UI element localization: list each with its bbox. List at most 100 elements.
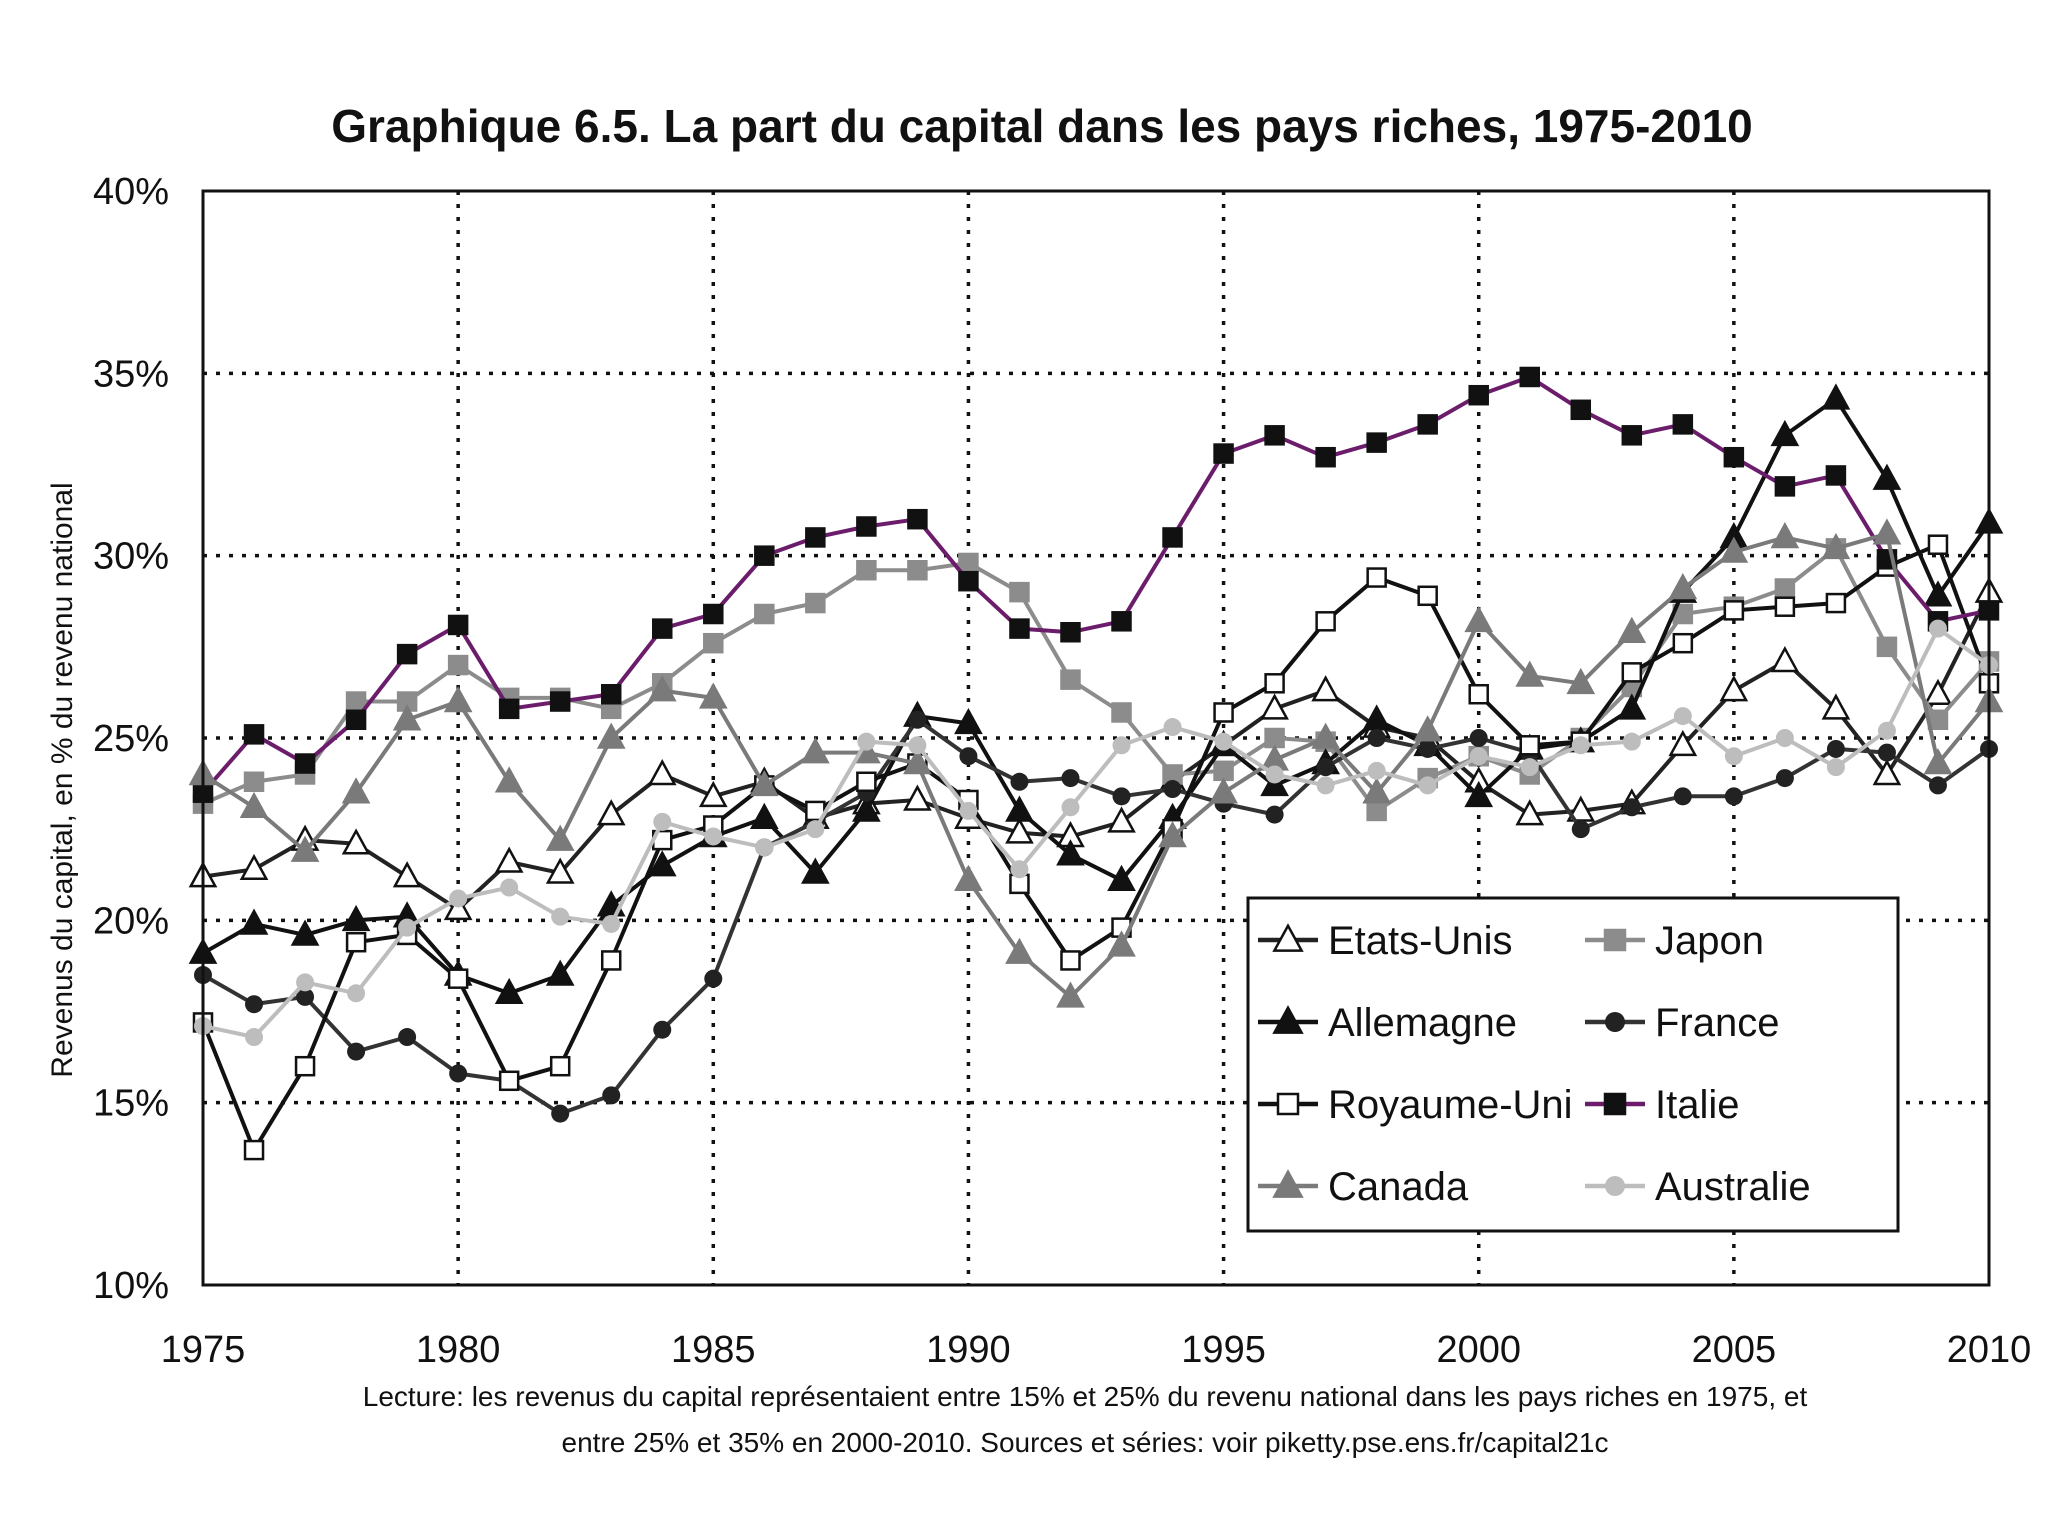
- data-point-canada: [392, 704, 422, 731]
- data-point-japon: [703, 632, 724, 654]
- data-point-royaume-uni: [1366, 567, 1387, 588]
- y-tick-label: 20%: [93, 900, 169, 942]
- data-point-allemagne: [1923, 580, 1953, 607]
- data-point-royaume-uni: [1417, 585, 1438, 607]
- data-point-australie: [245, 1028, 264, 1047]
- data-point-france: [908, 710, 927, 729]
- data-point-australie: [1826, 758, 1845, 777]
- data-point-canada: [1311, 722, 1340, 749]
- data-point-etats-unis: [596, 799, 626, 826]
- data-point-australie: [347, 984, 366, 1003]
- data-point-australie: [1418, 776, 1437, 795]
- data-point-allemagne: [954, 707, 983, 735]
- data-point-italie: [1621, 425, 1643, 446]
- data-point-france: [1673, 787, 1692, 806]
- data-point-royaume-uni: [1264, 673, 1285, 694]
- legend-swatch-marker: [1272, 1005, 1304, 1034]
- series-layer: [188, 366, 2004, 1161]
- x-tick-label: 1995: [1181, 1329, 1266, 1371]
- data-point-canada: [1566, 667, 1596, 695]
- data-point-france: [959, 747, 978, 766]
- data-point-etats-unis: [239, 853, 269, 881]
- data-point-etats-unis: [1719, 675, 1749, 702]
- data-point-allemagne: [647, 850, 677, 877]
- data-point-france: [449, 1064, 468, 1083]
- data-point-france: [551, 1104, 570, 1123]
- data-point-australie: [1724, 747, 1743, 766]
- legend-label: Italie: [1655, 1083, 1740, 1127]
- caption-line-1: Lecture: les revenus du capital représen…: [363, 1381, 1808, 1412]
- data-point-royaume-uni: [243, 1139, 265, 1161]
- data-point-france: [1928, 776, 1947, 795]
- data-point-australie: [1571, 736, 1590, 755]
- data-point-france: [1622, 798, 1641, 817]
- legend-item-italie: Italie: [1585, 1083, 1740, 1127]
- data-point-japon: [805, 592, 826, 614]
- data-point-allemagne: [1464, 780, 1494, 808]
- data-point-italie: [447, 614, 469, 636]
- data-point-japon: [907, 560, 928, 581]
- data-point-australie: [1265, 765, 1284, 784]
- data-point-italie: [1672, 414, 1694, 435]
- legend-label: Japon: [1655, 919, 1764, 963]
- data-point-france: [1775, 769, 1794, 788]
- data-point-etats-unis: [1005, 817, 1034, 844]
- data-point-australie: [1316, 776, 1335, 795]
- data-point-italie: [1060, 621, 1081, 643]
- data-point-italie: [754, 545, 775, 566]
- data-point-italie: [1213, 443, 1234, 464]
- x-tick-label: 1975: [161, 1329, 246, 1371]
- data-point-france: [1571, 820, 1590, 839]
- data-point-japon: [345, 691, 367, 712]
- data-point-canada: [647, 675, 677, 702]
- data-point-etats-unis: [1311, 675, 1340, 702]
- legend-item-royaume-uni: Royaume-Uni: [1258, 1083, 1573, 1127]
- data-point-allemagne: [290, 919, 320, 946]
- data-point-allemagne: [1770, 419, 1800, 447]
- data-point-allemagne: [1056, 839, 1085, 866]
- y-tick-label: 25%: [93, 718, 169, 760]
- data-point-etats-unis: [341, 828, 371, 855]
- data-point-france: [653, 1020, 672, 1039]
- data-point-italie: [1162, 527, 1183, 548]
- data-point-canada: [1719, 536, 1749, 563]
- data-point-royaume-uni: [1315, 611, 1336, 632]
- data-point-italie: [805, 527, 826, 548]
- data-point-italie: [1774, 476, 1796, 497]
- data-point-italie: [856, 516, 877, 537]
- data-point-canada: [1362, 777, 1392, 804]
- legend-item-france: France: [1585, 1001, 1780, 1045]
- data-point-japon: [1111, 702, 1132, 723]
- data-point-canada: [1923, 748, 1953, 775]
- data-point-australie: [1928, 619, 1947, 638]
- data-point-canada: [1209, 777, 1238, 804]
- x-tick-label: 1990: [926, 1329, 1011, 1371]
- data-point-france: [1418, 739, 1437, 758]
- data-point-france: [1112, 787, 1131, 806]
- data-point-allemagne: [545, 959, 575, 986]
- data-point-canada: [1413, 715, 1443, 742]
- data-point-etats-unis: [1260, 693, 1289, 720]
- y-axis-ticks: 10% 15% 20% 25% 30% 35% 40%: [93, 171, 169, 1307]
- data-point-canada: [341, 777, 371, 804]
- legend-swatch-marker: [1605, 1012, 1625, 1032]
- data-point-canada: [545, 824, 575, 851]
- legend-label: Etats-Unis: [1328, 919, 1513, 963]
- legend-item-etats-unis: Etats-Unis: [1258, 919, 1513, 963]
- data-point-royaume-uni: [1621, 662, 1643, 683]
- data-point-france: [1469, 729, 1488, 747]
- data-point-royaume-uni: [1774, 596, 1796, 617]
- legend-swatch-marker: [1272, 1169, 1304, 1198]
- data-point-etats-unis: [698, 780, 728, 808]
- data-point-etats-unis: [392, 861, 422, 888]
- caption-line-2: entre 25% et 35% en 2000-2010. Sources e…: [562, 1427, 1609, 1458]
- data-point-italie: [396, 643, 418, 665]
- data-point-italie: [1009, 618, 1030, 639]
- data-point-royaume-uni: [1060, 950, 1081, 971]
- data-point-italie: [1366, 432, 1387, 453]
- data-point-japon: [1876, 636, 1898, 658]
- data-point-italie: [600, 683, 622, 705]
- data-point-japon: [958, 552, 979, 574]
- data-point-australie: [653, 812, 672, 831]
